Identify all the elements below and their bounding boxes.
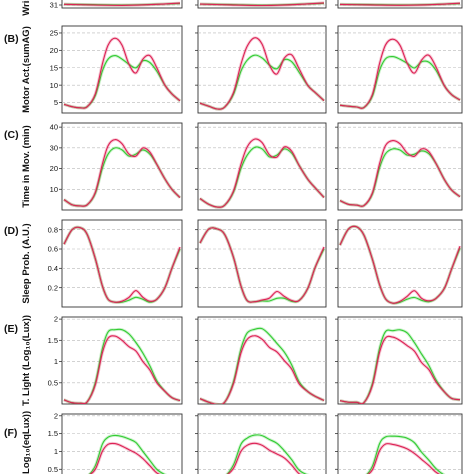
series-red-line [63, 335, 181, 404]
panel-B-1: 5 10 15 20 25 [50, 25, 183, 114]
y-axis-label: Sleep Prob. (A.U.) [21, 223, 32, 303]
series-red-line [63, 2, 181, 6]
y-tick-label: 0.4 [48, 264, 58, 273]
y-tick-label: 0.6 [48, 245, 58, 254]
panel-A-2 [195, 0, 327, 9]
panel-C-2 [195, 122, 327, 211]
panel-A-1: 3132 [50, 0, 183, 10]
y-tick-label: 40 [50, 123, 58, 132]
panel-D-1: 0.2 0.4 0.6 0.8 [48, 219, 183, 308]
panel-label: (B) [4, 33, 19, 45]
plot-frame [197, 0, 327, 9]
series-red-line [339, 225, 461, 304]
series-red-line [199, 335, 325, 404]
plot-frame [197, 122, 327, 211]
series-green-line [226, 434, 307, 474]
plot-frame [61, 219, 183, 308]
panel-row-F: 0.5 1 1.5 2 (Log₁₀(eqLux)) (F) [4, 411, 463, 474]
panel-row-D: 0.2 0.4 0.6 0.8 Sleep Prob. (A.U.)(D) [4, 219, 463, 308]
plot-frame [337, 0, 463, 9]
y-tick-label: 20 [50, 46, 58, 55]
y-tick-label: 10 [50, 185, 58, 194]
series-green-line [89, 434, 165, 474]
panel-label: (F) [4, 427, 17, 439]
panel-label: (C) [4, 129, 19, 141]
plot-frame [61, 122, 183, 211]
y-tick-label: 20 [50, 164, 58, 173]
series-red-line [63, 37, 181, 109]
series-red-line [199, 138, 325, 208]
y-axis-label: Time in Mov. (min) [21, 125, 32, 208]
panel-C-1: 10 20 30 40 [50, 122, 183, 211]
series-green-line [199, 327, 325, 404]
panel-row-B: 5 10 15 20 25 Motor Act.(sumAG)(B) [4, 25, 463, 114]
panel-D-2 [195, 219, 327, 308]
y-tick-label: 32 [50, 0, 58, 2]
y-tick-label: 0.2 [48, 283, 58, 292]
panel-B-2 [195, 25, 327, 114]
panel-row-C: 10 20 30 40 Time in Mov. (min)(C) [4, 122, 463, 211]
panel-C-3 [335, 122, 463, 211]
panel-F-1: 0.5 1 1.5 2 [48, 411, 183, 474]
series-red-line [339, 2, 461, 6]
y-tick-label: 5 [54, 98, 58, 107]
y-tick-label: 10 [50, 81, 58, 90]
y-tick-label: 1 [54, 447, 58, 456]
y-tick-label: 2 [54, 315, 58, 324]
y-tick-label: 25 [50, 29, 58, 38]
y-axis-label: Wrist [21, 0, 32, 16]
plot-frame [61, 316, 183, 405]
y-tick-label: 30 [50, 143, 58, 152]
plot-frame [61, 25, 183, 114]
series-red-line [63, 139, 181, 207]
panel-D-3 [335, 219, 463, 308]
plot-frame [197, 219, 327, 308]
panel-label: (E) [4, 323, 18, 335]
y-tick-label: 15 [50, 63, 58, 72]
panel-E-2 [195, 316, 327, 405]
y-tick-label: 0.5 [48, 378, 58, 387]
y-tick-label: 0.5 [48, 465, 58, 474]
plot-frame [337, 413, 463, 474]
panel-row-E: 0.5 1 1.5 2 T. Light (Log₁₀(Lux))(E) [4, 315, 463, 406]
series-red-line [339, 140, 461, 207]
plot-frame [61, 0, 183, 9]
plot-frame [337, 122, 463, 211]
panel-F-3 [335, 413, 463, 474]
y-tick-label: 31 [50, 1, 58, 10]
panel-A-3 [335, 0, 463, 9]
panel-B-3 [335, 25, 463, 114]
series-red-line [199, 227, 325, 303]
y-axis-label: (Log₁₀(eqLux)) [21, 411, 32, 474]
series-green-line [366, 435, 444, 474]
y-tick-label: 0.8 [48, 225, 58, 234]
panel-E-1: 0.5 1 1.5 2 [48, 315, 183, 405]
panel-F-2 [195, 413, 327, 474]
y-tick-label: 1.5 [48, 429, 58, 438]
series-red-line [227, 442, 301, 474]
series-red-line [63, 226, 181, 303]
plot-frame [61, 413, 183, 474]
series-red-line [339, 38, 461, 109]
series-red-line [339, 335, 461, 404]
series-red-line [90, 442, 160, 474]
plot-frame [337, 25, 463, 114]
y-tick-label: 1.5 [48, 336, 58, 345]
panel-label: (D) [4, 225, 19, 237]
plot-frame [337, 316, 463, 405]
plot-frame [197, 25, 327, 114]
plot-frame [197, 413, 327, 474]
y-tick-label: 2 [54, 411, 58, 420]
y-axis-label: T. Light (Log₁₀(Lux)) [21, 315, 32, 406]
series-red-line [199, 37, 325, 110]
plot-frame [337, 219, 463, 308]
y-tick-label: 1 [54, 357, 58, 366]
y-axis-label: Motor Act.(sumAG) [21, 26, 32, 113]
panel-row-A: 3132 Wrist [21, 0, 463, 16]
series-red-line [199, 2, 325, 7]
panel-E-3 [335, 316, 463, 405]
